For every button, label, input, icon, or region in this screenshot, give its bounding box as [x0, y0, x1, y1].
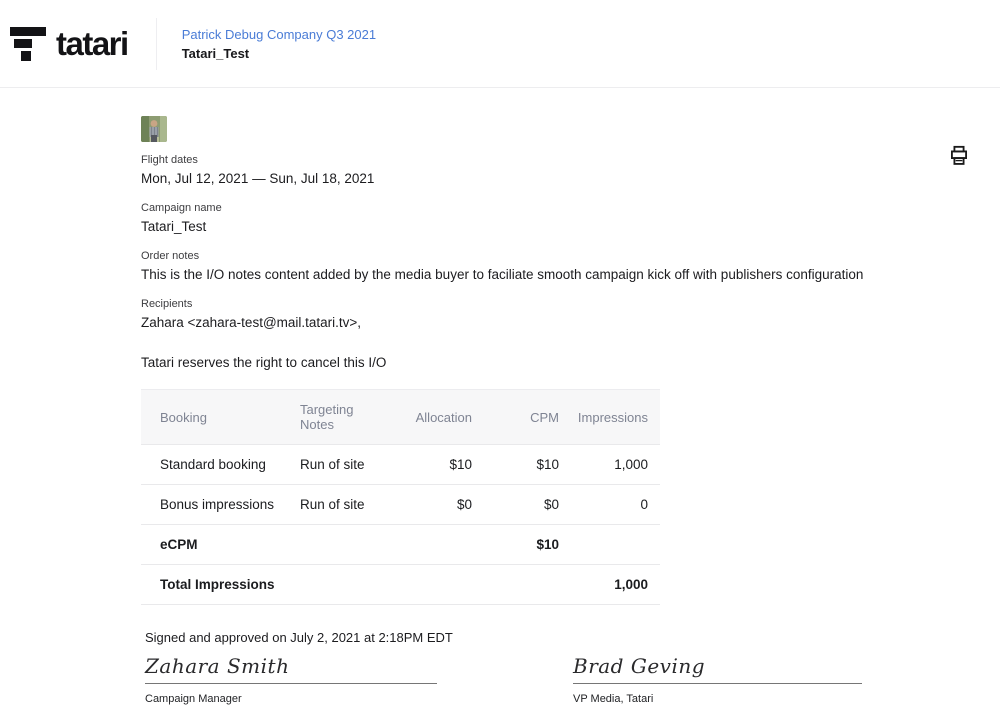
cell-impressions: 1,000 — [559, 444, 660, 485]
field-label: Order notes — [141, 250, 200, 262]
booking-table-header-row: Booking Targeting Notes Allocation CPM I… — [141, 389, 660, 445]
cell-targeting: Run of site — [300, 484, 387, 525]
table-row-total-impressions: Total Impressions 1,000 — [141, 564, 660, 605]
signature-name: Zahara Smith — [145, 654, 437, 684]
cell-impressions: 1,000 — [559, 564, 660, 605]
signatures-section: Zahara Smith Campaign Manager Brad Gevin… — [141, 654, 953, 705]
field-value: Zahara <zahara-test@mail.tatari.tv>, — [141, 315, 362, 330]
cell-targeting: Run of site — [300, 444, 387, 485]
col-header-booking: Booking — [141, 389, 300, 445]
app-header: tatari Patrick Debug Company Q3 2021 Tat… — [0, 0, 1000, 88]
table-row-standard-booking: Standard booking Run of site $10 $10 1,0… — [141, 444, 660, 485]
print-button[interactable] — [947, 144, 971, 168]
cancellation-note: Tatari reserves the right to cancel this… — [141, 355, 387, 370]
table-row-ecpm: eCPM $10 — [141, 524, 660, 565]
tatari-logo-icon — [10, 26, 46, 61]
field-order-notes: Order notes This is the I/O notes conten… — [141, 250, 953, 282]
cell-allocation — [387, 524, 472, 565]
field-campaign-name: Campaign name Tatari_Test — [141, 202, 953, 234]
cell-targeting — [300, 524, 387, 565]
cell-booking: Bonus impressions — [141, 484, 300, 525]
table-row-bonus-impressions: Bonus impressions Run of site $0 $0 0 — [141, 484, 660, 525]
cell-targeting — [300, 564, 387, 605]
tatari-logo-wordmark: tatari — [56, 24, 129, 62]
field-value: Tatari_Test — [141, 219, 207, 234]
header-divider — [155, 17, 157, 70]
signer-title: Campaign Manager — [145, 693, 242, 705]
cell-allocation: $0 — [387, 484, 472, 525]
signature-vp-media: Brad Geving VP Media, Tatari — [573, 654, 862, 705]
cell-cpm: $10 — [472, 524, 559, 565]
field-label: Recipients — [141, 298, 193, 310]
field-value: This is the I/O notes content added by t… — [141, 267, 864, 282]
col-header-cpm: CPM — [472, 389, 559, 445]
campaign-title: Tatari_Test — [181, 45, 250, 61]
cell-impressions — [559, 524, 660, 565]
cell-booking: eCPM — [141, 524, 300, 565]
field-label: Campaign name — [141, 202, 222, 214]
field-recipients: Recipients Zahara <zahara-test@mail.tata… — [141, 298, 953, 330]
col-header-targeting-notes: Targeting Notes — [300, 389, 387, 445]
cell-booking: Total Impressions — [141, 564, 300, 605]
cell-allocation: $10 — [387, 444, 472, 485]
cell-impressions: 0 — [559, 484, 660, 525]
cell-cpm: $10 — [472, 444, 559, 485]
company-campaign-link[interactable]: Patrick Debug Company Q3 2021 — [181, 26, 377, 42]
field-value: Mon, Jul 12, 2021 — Sun, Jul 18, 2021 — [141, 171, 375, 186]
signature-campaign-manager: Zahara Smith Campaign Manager — [145, 654, 437, 705]
field-flight-dates: Flight dates Mon, Jul 12, 2021 — Sun, Ju… — [141, 154, 953, 186]
col-header-allocation: Allocation — [387, 389, 472, 445]
cell-cpm — [472, 564, 559, 605]
signer-title: VP Media, Tatari — [573, 693, 654, 705]
header-title-block: Patrick Debug Company Q3 2021 Tatari_Tes… — [182, 27, 376, 61]
signature-name: Brad Geving — [573, 654, 862, 684]
approval-statement: Signed and approved on July 2, 2021 at 2… — [145, 630, 453, 645]
printer-icon — [951, 145, 967, 165]
col-header-impressions: Impressions — [559, 389, 660, 445]
field-label: Flight dates — [141, 154, 198, 166]
cell-allocation — [387, 564, 472, 605]
cell-booking: Standard booking — [141, 444, 300, 485]
io-document: Flight dates Mon, Jul 12, 2021 — Sun, Ju… — [0, 116, 1000, 705]
tatari-logo: tatari — [10, 24, 129, 63]
cell-cpm: $0 — [472, 484, 559, 525]
signer-photo-avatar — [141, 116, 167, 142]
booking-table: Booking Targeting Notes Allocation CPM I… — [141, 389, 660, 605]
